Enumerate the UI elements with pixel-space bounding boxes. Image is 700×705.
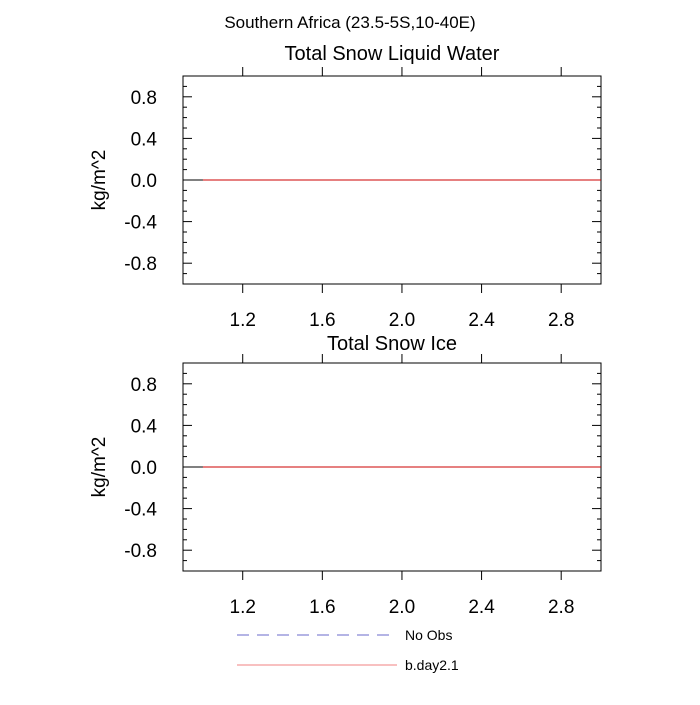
y-tick-label: 0.0 [131, 171, 157, 192]
panel-title: Total Snow Ice [327, 333, 457, 355]
y-tick-label: 0.8 [131, 88, 157, 109]
x-tick-label: 2.0 [389, 597, 415, 618]
y-axis-label: kg/m^2 [89, 150, 110, 211]
y-tick-label: -0.4 [124, 213, 157, 234]
panel-snow-ice: Total Snow Ice kg/m^2 0.8 0.4 0.0 -0.4 -0.8 1… [89, 333, 602, 618]
x-tick-label: 2.4 [468, 310, 495, 331]
x-tick-label: 2.4 [468, 597, 495, 618]
x-tick-label: 2.8 [548, 597, 574, 618]
y-axis-label: kg/m^2 [89, 437, 110, 498]
plot-area: 0.8 0.4 0.0 -0.4 -0.8 1.2 1.6 2.0 2.4 2.8 [124, 67, 602, 331]
figure-title: Southern Africa (23.5-5S,10-40E) [224, 13, 475, 32]
legend: No Obs b.day2.1 [237, 627, 459, 673]
x-tick-label: 2.8 [548, 310, 574, 331]
y-tick-label: -0.8 [124, 541, 157, 562]
x-tick-label: 2.0 [389, 310, 415, 331]
legend-label-no-obs: No Obs [405, 627, 452, 643]
x-tick-label: 1.6 [309, 597, 335, 618]
panel-title: Total Snow Liquid Water [285, 43, 500, 65]
legend-label-b-day2-1: b.day2.1 [405, 657, 459, 673]
panel-snow-liquid-water: Total Snow Liquid Water kg/m^2 0.8 0.4 0.0… [89, 43, 602, 331]
y-tick-label: 0.8 [131, 375, 157, 396]
y-tick-label: 0.4 [131, 416, 158, 437]
x-tick-label: 1.2 [230, 597, 256, 618]
x-tick-label: 1.2 [230, 310, 256, 331]
y-tick-label: -0.4 [124, 500, 157, 521]
y-tick-label: -0.8 [124, 254, 157, 275]
x-tick-label: 1.6 [309, 310, 335, 331]
y-tick-label: 0.0 [131, 458, 157, 479]
plot-area: 0.8 0.4 0.0 -0.4 -0.8 1.2 1.6 2.0 2.4 2.8 [124, 354, 602, 618]
y-tick-label: 0.4 [131, 129, 158, 150]
